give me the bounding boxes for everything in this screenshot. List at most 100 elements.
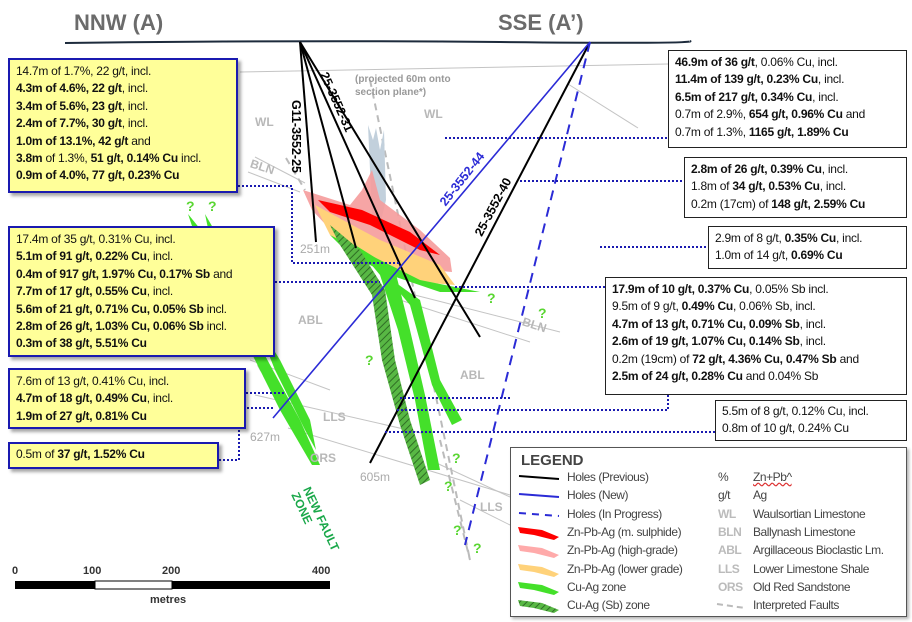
intercept-text: 2.8m of 26 g/t, 1.03% Cu, 0.06% Sb xyxy=(16,319,204,334)
intercept-line: 11.4m of 139 g/t, 0.23% Cu, incl. xyxy=(675,71,900,88)
legend-symbol-icon xyxy=(518,493,560,499)
intercept-line: 7.6m of 13 g/t, 0.41% Cu, incl. xyxy=(16,373,238,390)
intercept-text: 0.8m of 10 g/t, 0.24% Cu xyxy=(722,421,849,436)
legend-symbol-icon xyxy=(518,511,560,517)
intercept-text: , incl. xyxy=(835,231,863,245)
intercept-line: 0.3m of 38 g/t, 5.51% Cu xyxy=(16,335,267,352)
intercept-line: 3.4m of 5.6%, 23 g/t, incl. xyxy=(16,98,230,115)
legend-label: Holes (New) xyxy=(567,488,629,503)
intercept-text: 5.1m of 91 g/t, 0.22% Cu xyxy=(16,249,147,264)
projection-note-line: (projected 60m onto xyxy=(355,74,451,85)
intercept-text: 1165 g/t, 1.89% Cu xyxy=(748,124,849,139)
intercept-line: 5.1m of 91 g/t, 0.22% Cu, incl. xyxy=(16,248,267,265)
legend-abbreviation: ORS xyxy=(718,579,743,594)
intercept-line: 2.5m of 24 g/t, 0.28% Cu and 0.04% Sb xyxy=(612,368,900,385)
uncertainty-mark: ? xyxy=(208,198,217,214)
intercept-text: 11.4m of 139 g/t, 0.23% Cu xyxy=(675,72,818,87)
section-start-label: NNW (A) xyxy=(74,10,164,35)
legend-item: Zn-Pb-Ag (lower grade) LLS Lower Limestone… xyxy=(511,562,906,579)
intercept-text: 0.2m (19cm) of xyxy=(612,351,693,366)
intercept-line: 0.5m of 37 g/t, 1.52% Cu xyxy=(16,446,211,463)
intercept-text: 1.8m of xyxy=(691,179,733,194)
intercept-box: 7.6m of 13 g/t, 0.41% Cu, incl. 4.7m of 1… xyxy=(8,368,246,429)
intercept-text: 2.9m of 8 g/t, xyxy=(715,231,785,245)
legend-label: Holes (In Progress) xyxy=(567,506,662,521)
intercept-line: 6.5m of 217 g/t, 0.34% Cu, incl. xyxy=(675,89,900,106)
uncertainty-mark: ? xyxy=(538,305,547,321)
intercept-line: 1.0m of 14 g/t, 0.69% Cu xyxy=(715,247,900,264)
intercept-text: , incl. xyxy=(799,316,827,331)
intercept-box: 14.7m of 1.7%, 22 g/t, incl. 4.3m of 4.6%… xyxy=(8,58,238,193)
uncertainty-mark: ? xyxy=(453,522,462,538)
scale-bar-segment xyxy=(15,581,95,589)
intercept-text: and xyxy=(836,351,860,366)
intercept-text: 0.5m of xyxy=(16,447,58,461)
formation-label-abl: ABL xyxy=(460,368,485,382)
intercept-line: 17.9m of 10 g/t, 0.37% Cu, 0.05% Sb incl… xyxy=(612,281,900,298)
intercept-text: 46.9m of 36 g/t xyxy=(675,55,755,69)
intercept-text: 4.7m of 13 g/t, 0.71% Cu, 0.09% Sb xyxy=(612,316,800,331)
intercept-line: 9.5m of 9 g/t, 0.49% Cu, 0.06% Sb, incl. xyxy=(612,298,900,315)
new-hole-25-3552-44 xyxy=(272,41,591,419)
intercept-line: 1.8m of 34 g/t, 0.53% Cu, incl. xyxy=(691,178,900,195)
intercept-line: 2.8m of 26 g/t, 0.39% Cu, incl. xyxy=(691,161,900,178)
intercept-line: 7.7m of 17 g/t, 0.55% Cu, incl. xyxy=(16,283,267,300)
legend-meaning: Zn+Pb^ xyxy=(753,470,792,484)
legend-symbol-icon xyxy=(518,581,559,595)
intercept-text: 5.5m of 8 g/t, 0.12% Cu, incl. xyxy=(722,404,869,418)
intercept-line: 0.2m (17cm) of 148 g/t, 2.59% Cu xyxy=(691,196,900,213)
intercept-text: and 0.04% Sb xyxy=(742,369,819,384)
scale-tick-label: 400 xyxy=(312,565,331,577)
intercept-text: 3.8m xyxy=(16,151,43,166)
intercept-line: 0.7m of 2.9%, 654 g/t, 0.96% Cu and xyxy=(675,106,900,123)
intercept-text: 0.4m of 917 g/t, 1.97% Cu, 0.17% Sb xyxy=(16,266,210,281)
depth-label: 251m xyxy=(300,242,331,256)
intercept-text: , 0.06% Sb, incl. xyxy=(732,299,816,314)
intercept-text: , incl. xyxy=(799,334,827,349)
intercept-text: 9.5m of 9 g/t, xyxy=(612,299,682,314)
intercept-text: 2.5m of 24 g/t, 0.28% Cu xyxy=(612,369,743,384)
intercept-text: 4.7m of 18 g/t, 0.49% Cu xyxy=(16,391,147,406)
intercept-line: 5.6m of 21 g/t, 0.71% Cu, 0.05% Sb incl. xyxy=(16,301,267,318)
intercept-line: 2.4m of 7.7%, 30 g/t, incl. xyxy=(16,115,230,132)
intercept-line: 14.7m of 1.7%, 22 g/t, incl. xyxy=(16,63,230,80)
intercept-box: 17.4m of 35 g/t, 0.31% Cu, incl. 5.1m of … xyxy=(8,226,275,357)
intercept-line: 4.3m of 4.6%, 22 g/t, incl. xyxy=(16,80,230,97)
intercept-text: 654 g/t, 0.96% Cu xyxy=(748,107,843,122)
intercept-line: 1.0m of 13.1%, 42 g/t and xyxy=(16,133,230,150)
legend-label: Zn-Pb-Ag (lower grade) xyxy=(567,561,683,576)
intercept-connectors xyxy=(219,137,715,461)
intercept-text: 148 g/t, 2.59% Cu xyxy=(771,196,866,211)
legend-item: Holes (New) g/t Ag xyxy=(511,488,906,505)
in-progress-hole xyxy=(464,41,591,546)
intercept-line: 4.7m of 18 g/t, 0.49% Cu, incl. xyxy=(16,390,238,407)
legend-symbol-icon xyxy=(518,563,559,577)
intercept-text: , incl. xyxy=(121,116,149,131)
legend-meaning: Interpreted Faults xyxy=(753,598,839,613)
legend-item: Zn-Pb-Ag (high-grade) ABL Argillaceous Bio… xyxy=(511,543,906,560)
intercept-line: 2.6m of 19 g/t, 1.07% Cu, 0.14% Sb, incl… xyxy=(612,333,900,350)
intercept-text: 14.7m of 1.7%, 22 g/t, incl. xyxy=(16,64,152,78)
uncertainty-mark: ? xyxy=(487,290,496,306)
section-end-label: SSE (A’) xyxy=(498,10,584,35)
intercept-text: 37 g/t, 1.52% Cu xyxy=(57,447,145,461)
intercept-text: , incl. xyxy=(819,179,847,194)
formation-label-wl: WL xyxy=(424,107,443,121)
topography-line xyxy=(64,40,692,44)
uncertainty-mark: ? xyxy=(452,450,461,466)
legend-symbol-icon xyxy=(518,545,559,559)
depth-label: 627m xyxy=(250,430,281,444)
intercept-text: , incl. xyxy=(817,72,845,87)
formation-boundaries xyxy=(239,63,669,526)
cu-ag-sb-zone xyxy=(330,225,430,485)
formation-label-lls: LLS xyxy=(480,500,503,514)
zn-pb-ag-massive-sulphide-zone xyxy=(318,200,440,255)
intercept-text: , incl. xyxy=(146,249,174,264)
legend-label: Cu-Ag zone xyxy=(567,579,626,594)
intercept-line: 0.2m (19cm) of 72 g/t, 4.36% Cu, 0.47% S… xyxy=(612,351,900,368)
intercept-box: 2.8m of 26 g/t, 0.39% Cu, incl. 1.8m of 3… xyxy=(684,157,907,218)
legend-meaning: Argillaceous Bioclastic Lm. xyxy=(753,543,884,558)
depth-label: 605m xyxy=(360,470,391,484)
previous-holes xyxy=(299,41,591,464)
cu-ag-zone xyxy=(385,275,462,425)
